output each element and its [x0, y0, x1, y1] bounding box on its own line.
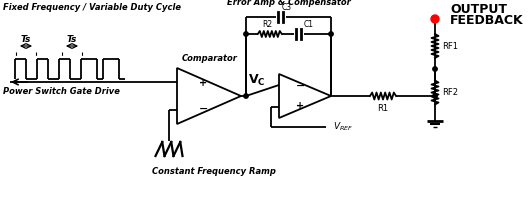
Text: Ts: Ts [21, 35, 31, 44]
Text: C1: C1 [304, 20, 314, 29]
Polygon shape [177, 68, 241, 124]
Text: FEEDBACK: FEEDBACK [450, 14, 524, 27]
Text: $V_{REF}$: $V_{REF}$ [333, 121, 354, 133]
Text: Error Amp & Compensator: Error Amp & Compensator [227, 0, 350, 7]
Text: C3: C3 [281, 3, 292, 12]
Text: Power Switch Gate Drive: Power Switch Gate Drive [3, 87, 120, 96]
Text: R2: R2 [263, 20, 273, 29]
Circle shape [244, 94, 248, 98]
Text: +: + [199, 78, 207, 88]
Polygon shape [279, 74, 331, 118]
Circle shape [244, 32, 248, 36]
Circle shape [329, 32, 333, 36]
Text: −: − [199, 103, 208, 114]
Circle shape [433, 94, 437, 98]
Text: Constant Frequency Ramp: Constant Frequency Ramp [152, 167, 276, 176]
Text: Ts: Ts [67, 35, 77, 44]
Circle shape [431, 15, 439, 23]
Text: $\mathbf{V_C}$: $\mathbf{V_C}$ [248, 73, 266, 88]
Text: Comparator: Comparator [182, 54, 238, 63]
Text: OUTPUT: OUTPUT [450, 3, 507, 16]
Text: +: + [296, 101, 304, 111]
Text: RF1: RF1 [442, 41, 458, 50]
Text: RF2: RF2 [442, 88, 458, 97]
Text: Fixed Frequency / Variable Duty Cycle: Fixed Frequency / Variable Duty Cycle [3, 3, 181, 12]
Circle shape [433, 67, 437, 71]
Text: −: − [296, 81, 306, 91]
Text: R1: R1 [377, 104, 388, 113]
